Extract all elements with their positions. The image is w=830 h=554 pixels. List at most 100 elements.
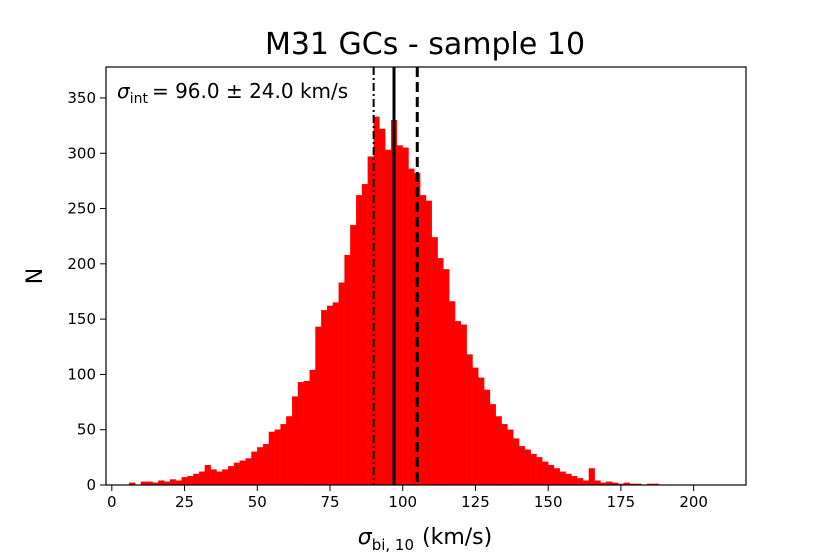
histogram-bar [495,416,502,486]
histogram-bar [443,269,450,486]
histogram-bar [571,476,578,486]
histogram-bar [158,480,165,486]
histogram-bar [251,451,258,486]
y-axis-ticks: 0 50 100 150 200 250 300 350 [67,89,106,494]
x-tick-label: 100 [388,493,417,511]
histogram-bar [187,476,194,486]
x-axis-ticks: 0 25 50 75 100 125 150 175 200 [107,485,708,511]
histogram-bar [408,168,415,486]
histogram-bar [588,468,595,486]
histogram-bar [204,464,211,486]
histogram-bar [437,258,444,486]
histogram-bar [169,479,176,486]
annotation-value: = 96.0 ± 24.0 km/s [152,79,348,103]
histogram-bar [402,147,409,486]
histogram-bar [303,380,310,486]
histogram-bar [553,468,560,486]
sigma-int-annotation: σint = 96.0 ± 24.0 km/s [117,79,348,107]
y-tick-label: 100 [67,365,96,383]
y-tick-label: 250 [67,200,96,218]
histogram-bar [338,282,345,486]
histogram-bar [262,443,270,486]
histogram-bar [379,128,386,486]
annotation-subscript: int [130,91,149,107]
y-tick-label: 0 [86,476,96,494]
histogram-bar [292,396,299,486]
y-tick-label: 350 [67,89,96,107]
x-tick-label: 125 [461,493,490,511]
histogram-bar [582,480,590,486]
x-axis-unit: (km/s) [422,525,492,550]
y-tick-label: 200 [67,255,96,273]
histogram-bar [216,471,223,486]
x-tick-label: 0 [107,493,117,511]
histogram-bar [478,377,485,486]
histogram-bar [222,469,229,486]
x-tick-label: 150 [534,493,563,511]
histogram-bar [198,471,206,486]
histogram-bar [518,446,526,486]
histogram-bar [466,354,473,486]
histogram-bar [233,462,240,486]
histogram-bar [373,116,380,486]
x-axis-label: σbi, 10 (km/s) [358,525,492,554]
histogram-bar [489,404,496,486]
histogram-bar [175,480,182,486]
histogram-bar [315,326,322,486]
histogram-bar [577,478,584,486]
histogram-bar [536,457,543,486]
annotation-symbol: σ [117,79,131,103]
histogram-bar [396,145,403,486]
histogram-bar [542,461,549,486]
y-axis-label: N [23,268,48,284]
histogram-bar [228,466,235,486]
histogram-bar [507,429,514,486]
histogram-bar [460,324,467,486]
histogram-bar [344,254,351,486]
histogram-bar [257,447,264,486]
histogram-bar [309,369,316,486]
histogram-bar [193,473,200,486]
histogram-bar [594,480,601,486]
histogram-bar [431,237,438,486]
histogram-bar [484,389,491,486]
histogram-bar [274,429,281,486]
histogram-bar [350,224,357,486]
histogram-bar [530,453,537,486]
histogram-bar [245,458,252,486]
histogram-bar [286,416,293,486]
histogram-bar [559,471,566,486]
histogram-bar [326,305,334,486]
histogram-bar [297,382,304,486]
histogram-bar [513,438,520,486]
x-axis-symbol: σ [358,525,373,550]
histogram-bar [472,367,479,486]
histogram-bar [332,302,339,486]
y-tick-label: 150 [67,310,96,328]
histogram-bar [548,464,555,486]
histogram-bar [356,195,363,486]
histogram-bar [449,301,456,486]
histogram-bar [565,473,572,486]
histogram-bar [268,431,275,486]
x-tick-label: 50 [248,493,267,511]
x-tick-label: 75 [320,493,339,511]
histogram-bar [524,449,531,486]
histogram-bar [361,184,368,486]
y-tick-label: 300 [67,144,96,162]
x-axis-subscript: bi, 10 [372,536,414,554]
x-tick-label: 175 [607,493,636,511]
histogram-bar [210,469,217,486]
histogram-bar [321,310,328,486]
chart-title: M31 GCs - sample 10 [265,27,585,62]
histogram-bar [425,200,432,486]
histogram-bar [420,195,427,486]
histogram-bar [501,424,508,486]
histogram-bar [239,460,246,486]
histogram-bar [280,424,287,486]
x-tick-label: 200 [679,493,708,511]
histogram-bar [454,321,462,486]
histogram-bar [181,477,188,486]
reference-lines [372,67,419,485]
